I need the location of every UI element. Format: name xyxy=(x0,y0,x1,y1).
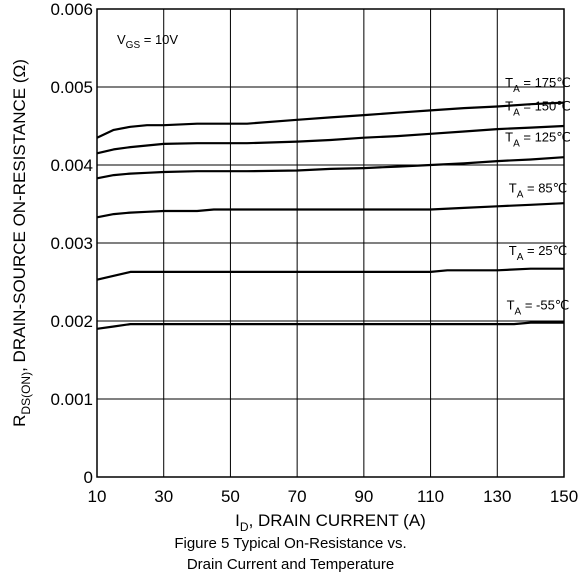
y-axis-title-sub: DS(ON) xyxy=(19,372,33,415)
series-label-rest: = -55℃ xyxy=(521,297,569,312)
vgs-annotation: VGS = 10V xyxy=(117,32,178,51)
series-line xyxy=(96,101,565,139)
series-layer xyxy=(96,101,565,330)
grid xyxy=(97,9,564,477)
series-label: TA = 85℃ xyxy=(509,180,568,200)
y-tick-label: 0.006 xyxy=(50,0,93,19)
series-label: TA = -55℃ xyxy=(507,297,570,317)
x-tick-label: 90 xyxy=(354,487,373,506)
series-label-main: T xyxy=(505,130,513,145)
series-label: TA = 175℃ xyxy=(505,75,571,95)
series-label-main: T xyxy=(505,75,513,90)
x-axis-title-sub: D xyxy=(240,520,249,534)
y-tick-label: 0.001 xyxy=(50,390,93,409)
series-label: TA = 125℃ xyxy=(505,130,571,150)
x-tick-label: 110 xyxy=(417,487,444,506)
series-line xyxy=(96,156,565,180)
y-tick-label: 0.002 xyxy=(50,312,93,331)
x-tick-label: 50 xyxy=(221,487,240,506)
y-tick-label: 0.003 xyxy=(50,234,93,253)
series-label-main: T xyxy=(507,297,515,312)
x-axis-title-main: I xyxy=(235,511,240,530)
series-label-main: T xyxy=(509,180,517,195)
series-line xyxy=(96,124,565,155)
series-label-sub: A xyxy=(517,189,524,200)
y-tick-label: 0.005 xyxy=(50,78,93,97)
y-axis-title: RDS(ON), DRAIN-SOURCE ON-RESISTANCE (Ω) xyxy=(10,59,33,427)
series-label-sub: A xyxy=(513,139,520,150)
series-label: TA = 25℃ xyxy=(509,243,568,263)
x-tick-label: 30 xyxy=(154,487,173,506)
series-label-rest: = 125℃ xyxy=(520,130,571,145)
caption-line-1: Figure 5 Typical On-Resistance vs. xyxy=(174,535,406,552)
series-label-rest: = 85℃ xyxy=(523,180,567,195)
x-tick-label: 150 xyxy=(550,487,578,506)
series-label-main: T xyxy=(509,243,517,258)
series-line xyxy=(96,202,565,219)
y-axis-title-main: R xyxy=(10,415,29,427)
caption-line-2: Drain Current and Temperature xyxy=(187,556,394,573)
tick-layer: 10 30 50 70 90 110 130 150 0 0.001 0.002 0.003 0.004… xyxy=(50,0,578,506)
series-label-rest: = 175℃ xyxy=(520,75,571,90)
series-label-sub: A xyxy=(513,84,520,95)
y-tick-label: 0.004 xyxy=(50,156,93,175)
plot-frame xyxy=(96,8,565,478)
x-axis-title: ID, DRAIN CURRENT (A) xyxy=(235,511,426,534)
y-axis-title-rest: , DRAIN-SOURCE ON-RESISTANCE (Ω) xyxy=(10,59,29,372)
x-tick-label: 10 xyxy=(88,487,107,506)
series-line xyxy=(96,321,564,330)
series-label-rest: = 25℃ xyxy=(523,243,567,258)
x-axis-title-rest: , DRAIN CURRENT (A) xyxy=(249,511,426,530)
x-tick-label: 130 xyxy=(483,487,511,506)
series-label-rest: = 150℃ xyxy=(520,99,571,114)
label-layer: TA = 175℃TA = 150℃TA = 125℃TA = 85℃TA = … xyxy=(505,75,571,317)
x-tick-label: 70 xyxy=(288,487,307,506)
series-label-sub: A xyxy=(517,252,524,263)
series-label-main: T xyxy=(505,99,513,114)
series-line xyxy=(96,267,564,281)
vgs-annotation-rest: = 10V xyxy=(140,32,178,47)
series-label: TA = 150℃ xyxy=(505,99,571,119)
series-label-sub: A xyxy=(513,108,520,119)
vgs-annotation-sub: GS xyxy=(126,40,141,51)
vgs-annotation-main: V xyxy=(117,32,126,47)
series-label-sub: A xyxy=(515,306,522,317)
y-tick-label: 0 xyxy=(84,468,93,487)
